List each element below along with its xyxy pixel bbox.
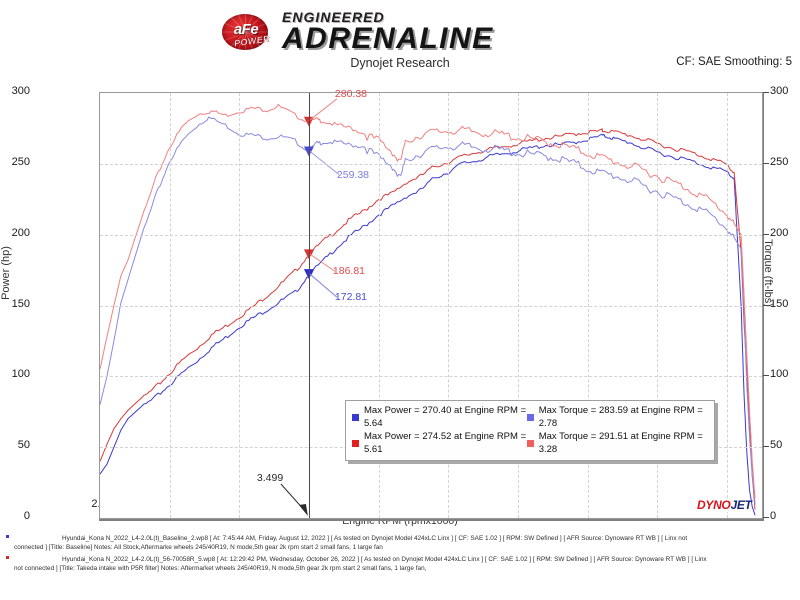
legend-swatch-blue-icon <box>352 413 359 421</box>
trademark-icon: ™ <box>265 18 270 24</box>
dynojet-logo-part1: DYNO <box>697 498 731 512</box>
legend-label: Max Power = 274.52 at Engine RPM = 5.61 <box>364 431 527 455</box>
y-axis-tick-label: 150 <box>770 297 789 310</box>
y-axis-tick-label: 200 <box>770 226 789 239</box>
grid-line-horizontal <box>100 376 762 378</box>
legend-item-baseline-torque: Max Torque = 283.59 at Engine RPM = 2.78 <box>526 404 708 430</box>
legend-item-takeda-power: Max Power = 274.52 at Engine RPM = 5.61 <box>352 430 527 456</box>
run-note-line1: Hyundai_Kona N_2022_L4-2.0L(t)_56-70058R… <box>62 556 707 563</box>
grid-line-vertical <box>518 93 520 518</box>
legend-swatch-red-icon <box>352 439 359 447</box>
value-callout: 172.81 <box>334 291 368 304</box>
run-note-line2: connected ] [Title: Baseline] Notes: All… <box>14 544 383 551</box>
series-line-takeda-power <box>100 128 756 510</box>
chart-legend[interactable]: Max Power = 270.40 at Engine RPM = 5.64 … <box>345 400 715 461</box>
y-axis-tick-label: 100 <box>770 368 789 381</box>
page-header: aFe ™ POWER ENGINEERED ADRENALINE Dynoje… <box>0 0 800 70</box>
cursor-x-label: 3.499 <box>256 472 284 484</box>
run-note: Hyundai_Kona N_2022_L4-2.0L(t)_Baseline_… <box>0 534 800 552</box>
y-axis-tick-label: 300 <box>770 85 789 97</box>
legend-item-takeda-torque: Max Torque = 291.51 at Engine RPM = 3.28 <box>526 430 708 456</box>
y-axis-tick-label: 0 <box>23 510 30 522</box>
series-line-baseline-torque <box>100 116 756 504</box>
chart-subtitle: Dynojet Research <box>350 56 450 70</box>
run-notes-footer: Hyundai_Kona N_2022_L4-2.0L(t)_Baseline_… <box>0 534 800 576</box>
grid-line-vertical <box>239 93 241 518</box>
grid-line-vertical <box>169 93 171 518</box>
tagline-block: ENGINEERED ADRENALINE <box>282 10 494 54</box>
y-axis-tick-label: 250 <box>770 155 789 168</box>
y-axis-title-left: Power (hp) <box>0 246 12 300</box>
y-axis-tick-label: 250 <box>11 155 30 168</box>
legend-row: Max Power = 274.52 at Engine RPM = 5.61 … <box>352 430 708 456</box>
y-axis-tick-label: 150 <box>11 297 30 310</box>
cursor-x-arrow-icon <box>298 504 308 516</box>
value-callout: 186.81 <box>332 265 366 278</box>
legend-label: Max Torque = 283.59 at Engine RPM = 2.78 <box>538 405 703 429</box>
callout-leader-line <box>308 272 338 298</box>
brand-logo-row: aFe ™ POWER ENGINEERED ADRENALINE <box>218 10 494 54</box>
value-callout: 259.38 <box>336 168 370 181</box>
series-line-takeda-torque <box>100 103 756 499</box>
cursor-line[interactable] <box>308 93 310 518</box>
legend-item-baseline-power: Max Power = 270.40 at Engine RPM = 5.64 <box>352 404 527 430</box>
tagline-engineered: ENGINEERED <box>282 9 385 25</box>
grid-line-vertical <box>727 93 729 518</box>
callout-leader-line <box>308 98 338 122</box>
y-axis-tick-label: 200 <box>11 226 30 239</box>
grid-line-horizontal <box>100 163 762 165</box>
grid-line-vertical <box>378 93 380 518</box>
legend-swatch-lightred-icon <box>526 439 534 447</box>
run-note: Hyundai_Kona N_2022_L4-2.0L(t)_56-70058R… <box>0 555 800 573</box>
legend-swatch-lightblue-icon <box>526 413 534 421</box>
grid-line-horizontal <box>100 234 762 236</box>
run-note-line2: not connected ] [Title: Takeda intake wi… <box>14 565 427 572</box>
legend-row: Max Power = 270.40 at Engine RPM = 5.64 … <box>352 404 708 430</box>
cf-smoothing-note: CF: SAE Smoothing: 5 <box>676 56 792 68</box>
dynojet-logo-part2: JET <box>730 498 752 512</box>
value-callout: 280.38 <box>334 87 368 100</box>
tagline-adrenaline: ADRENALINE <box>282 22 494 55</box>
afe-logo-text: aFe <box>233 21 259 38</box>
y-axis-tick-label: 300 <box>11 85 30 97</box>
y-axis-tick-label: 50 <box>770 439 783 452</box>
legend-label: Max Torque = 291.51 at Engine RPM = 3.28 <box>538 431 703 455</box>
dynojet-watermark: DYNOJET <box>697 498 752 512</box>
run-bullet-icon <box>6 556 9 559</box>
grid-line-horizontal <box>100 305 762 307</box>
y-axis-tick-label: 100 <box>11 368 30 381</box>
callout-leader-line <box>308 252 336 272</box>
callout-leader-line <box>308 150 340 175</box>
run-bullet-icon <box>6 535 9 538</box>
y-axis-tick-label: 50 <box>17 439 30 452</box>
grid-line-vertical <box>448 93 450 518</box>
run-note-line1: Hyundai_Kona N_2022_L4-2.0L(t)_Baseline_… <box>62 535 688 542</box>
grid-line-vertical <box>657 93 659 518</box>
dyno-chart: Power (hp) Torque (ft-lbs) Engine RPM (r… <box>0 75 800 530</box>
legend-label: Max Power = 270.40 at Engine RPM = 5.64 <box>364 405 527 429</box>
grid-line-vertical <box>587 93 589 518</box>
y-axis-tick-label: 0 <box>770 510 777 522</box>
afe-power-logo-icon: aFe ™ POWER <box>218 12 278 52</box>
